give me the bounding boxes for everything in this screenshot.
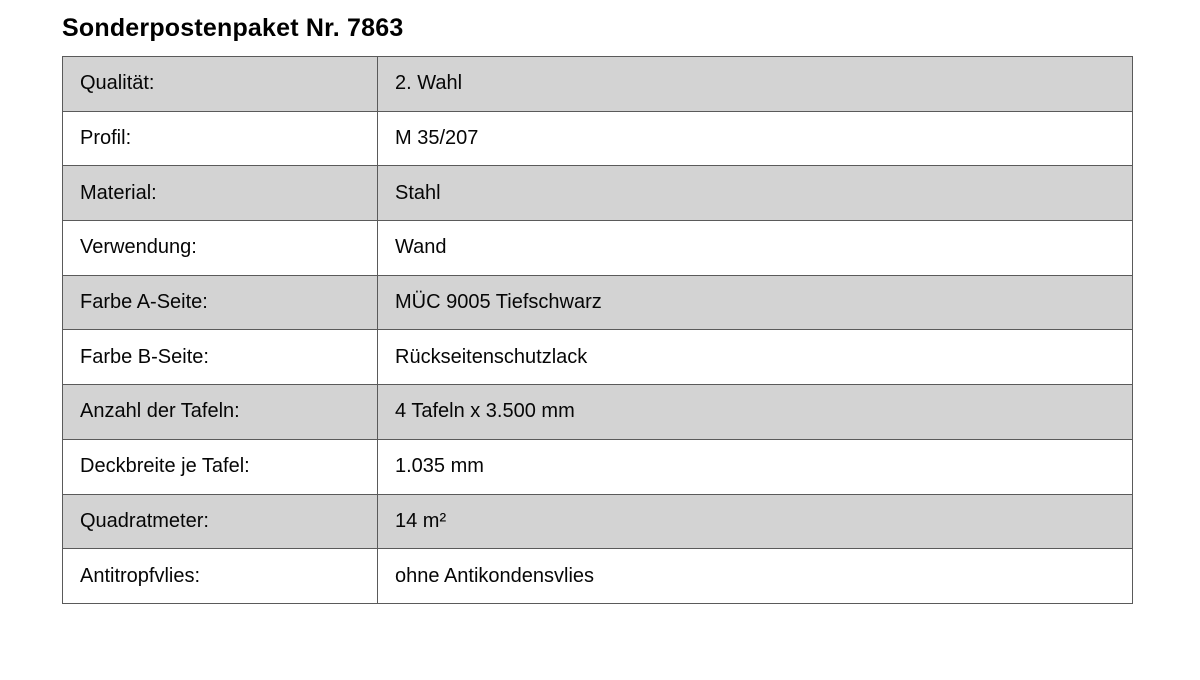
spec-label-cell: Material: <box>62 165 378 222</box>
spec-label-cell: Quadratmeter: <box>62 493 378 550</box>
table-row: Farbe A-Seite: MÜC 9005 Tiefschwarz <box>62 274 1133 331</box>
spec-value-cell: ohne Antikondensvlies <box>377 548 1133 604</box>
spec-value-cell: Wand <box>377 220 1133 276</box>
spec-value-cell: MÜC 9005 Tiefschwarz <box>377 274 1133 331</box>
table-row: Farbe B-Seite: Rückseitenschutzlack <box>62 329 1133 386</box>
spec-label-cell: Farbe A-Seite: <box>62 274 378 331</box>
table-row: Qualität: 2. Wahl <box>62 56 1133 112</box>
table-row: Verwendung: Wand <box>62 220 1133 276</box>
spec-value-cell: Stahl <box>377 165 1133 222</box>
spec-value-cell: Rückseitenschutzlack <box>377 329 1133 386</box>
spec-value-cell: 1.035 mm <box>377 438 1133 495</box>
table-row: Anzahl der Tafeln: 4 Tafeln x 3.500 mm <box>62 384 1133 440</box>
spec-label-cell: Farbe B-Seite: <box>62 329 378 386</box>
spec-value-cell: 2. Wahl <box>377 56 1133 112</box>
spec-table: Qualität: 2. Wahl Profil: M 35/207 Material:… <box>62 56 1133 604</box>
table-row: Deckbreite je Tafel: 1.035 mm <box>62 438 1133 495</box>
spec-label-cell: Anzahl der Tafeln: <box>62 384 378 440</box>
spec-label-cell: Profil: <box>62 110 378 167</box>
spec-value-cell: 4 Tafeln x 3.500 mm <box>377 384 1133 440</box>
spec-label-cell: Antitropfvlies: <box>62 548 378 604</box>
spec-value-cell: 14 m² <box>377 493 1133 550</box>
spec-label-cell: Verwendung: <box>62 220 378 276</box>
table-row: Quadratmeter: 14 m² <box>62 493 1133 550</box>
spec-value-cell: M 35/207 <box>377 110 1133 167</box>
page-title: Sonderpostenpaket Nr. 7863 <box>62 14 404 42</box>
table-row: Antitropfvlies: ohne Antikondensvlies <box>62 548 1133 604</box>
spec-label-cell: Deckbreite je Tafel: <box>62 438 378 495</box>
table-row: Material: Stahl <box>62 165 1133 222</box>
table-row: Profil: M 35/207 <box>62 110 1133 167</box>
spec-label-cell: Qualität: <box>62 56 378 112</box>
